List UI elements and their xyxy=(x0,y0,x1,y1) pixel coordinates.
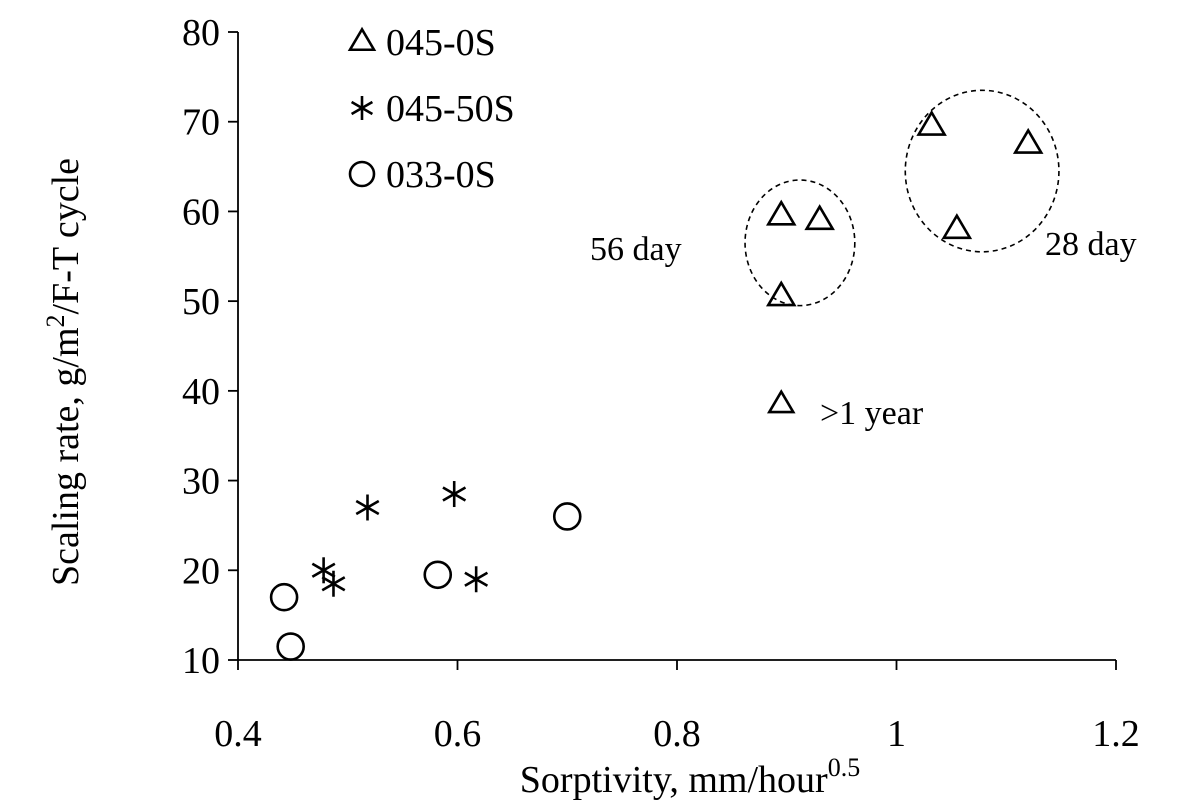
data-point-circle xyxy=(269,582,299,612)
y-axis-title-sup: 2 xyxy=(41,314,70,327)
axes xyxy=(237,32,1116,661)
data-point-triangle xyxy=(941,213,973,240)
data-point-triangle xyxy=(765,280,797,307)
data-point-triangle xyxy=(804,204,835,231)
x-tick-label: 0.8 xyxy=(653,713,701,755)
legend: 045-0S 045-50S 033-0S xyxy=(347,22,515,196)
data-point-asterisk xyxy=(321,570,346,597)
y-axis-title: Scaling rate, g/m2/F-T cycle xyxy=(41,158,87,586)
year-marker-triangle xyxy=(766,389,796,414)
y-tick-label: 20 xyxy=(182,550,220,592)
y-tick-label: 30 xyxy=(182,461,220,503)
y-tick-label: 80 xyxy=(182,12,220,54)
x-ticks: 0.4 0.6 0.8 1 1.2 xyxy=(214,660,1140,755)
legend-label: 033-0S xyxy=(386,154,496,196)
annotation-56-day: 56 day xyxy=(590,231,682,268)
x-tick-label: 1.2 xyxy=(1092,713,1140,755)
data-points xyxy=(269,109,1044,661)
group-ellipse xyxy=(744,179,856,307)
y-tick-label: 50 xyxy=(182,281,220,323)
x-tick-label: 0.4 xyxy=(214,713,262,755)
y-ticks: 10 20 30 40 50 60 70 80 xyxy=(182,12,238,682)
legend-marker-triangle xyxy=(347,26,377,52)
y-tick-label: 10 xyxy=(182,640,220,682)
x-axis-title: Sorptivity, mm/hour0.5 xyxy=(520,753,860,801)
data-point-asterisk xyxy=(355,494,380,521)
y-axis-title-tail: /F-T cycle xyxy=(45,158,87,315)
legend-label: 045-0S xyxy=(386,22,496,64)
annotation-28-day: 28 day xyxy=(1045,226,1137,263)
y-tick-label: 40 xyxy=(182,371,220,413)
legend-marker-asterisk xyxy=(350,96,374,120)
legend-label: 045-50S xyxy=(386,88,515,130)
x-tick-label: 0.6 xyxy=(434,713,482,755)
legend-marker-circle xyxy=(348,160,376,188)
y-axis-title-text: Scaling rate, g/m xyxy=(45,327,87,586)
group-ellipse xyxy=(904,89,1060,253)
data-point-circle xyxy=(276,632,305,661)
y-tick-label: 70 xyxy=(182,102,220,144)
annotation-year-marker xyxy=(766,389,796,414)
group-ellipses xyxy=(744,89,1060,307)
annotation-year-label: >1 year xyxy=(820,395,924,432)
data-point-triangle xyxy=(916,109,947,136)
x-axis-title-text: Sorptivity, mm/hour xyxy=(520,759,828,801)
data-point-triangle xyxy=(1012,127,1044,154)
y-tick-label: 60 xyxy=(182,191,220,233)
x-axis-title-sup: 0.5 xyxy=(828,753,861,782)
data-point-circle xyxy=(552,502,582,531)
data-point-asterisk xyxy=(464,566,489,593)
data-point-circle xyxy=(423,560,453,590)
data-point-asterisk xyxy=(442,481,467,508)
x-tick-label: 1 xyxy=(887,713,906,755)
data-point-triangle xyxy=(765,199,797,226)
